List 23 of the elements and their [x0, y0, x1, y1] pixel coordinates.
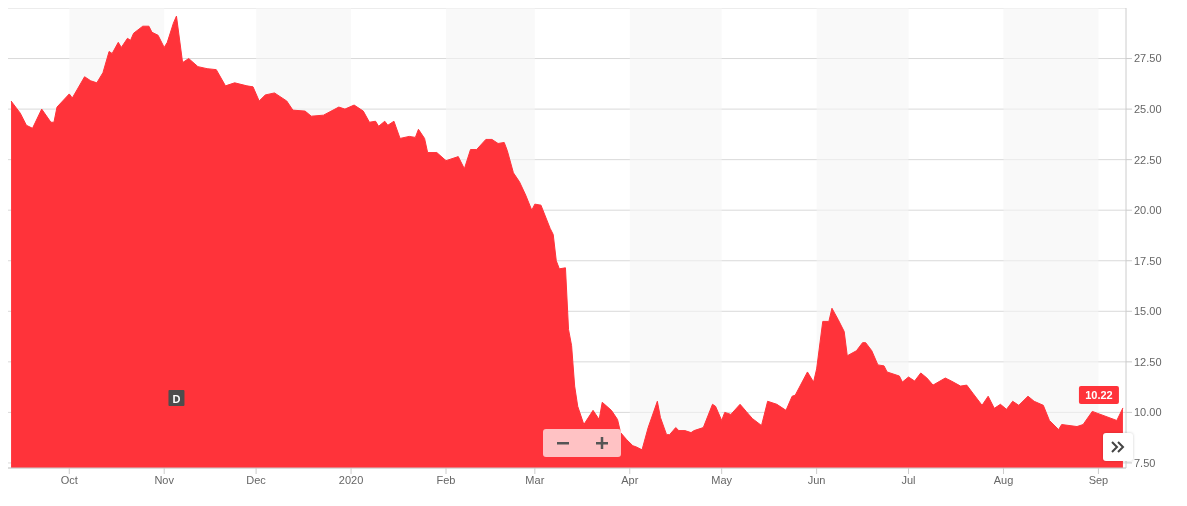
- annotation: D: [172, 393, 181, 405]
- y-tick-label: 7.50: [1134, 456, 1156, 469]
- y-tick-label: 25.00: [1134, 103, 1162, 115]
- x-tick-label: Aug: [993, 473, 1014, 486]
- annotation: 10.22: [1085, 388, 1113, 401]
- x-tick-label: Mar: [525, 473, 545, 486]
- x-tick-label: Apr: [621, 473, 639, 486]
- x-tick-label: 2020: [338, 473, 364, 486]
- y-tick-label: 27.50: [1134, 52, 1162, 65]
- x-tick-label: Feb: [436, 473, 456, 486]
- y-tick-label: 20.00: [1134, 204, 1162, 217]
- y-tick-label: 17.50: [1134, 254, 1162, 267]
- y-tick-label: 12.50: [1134, 355, 1162, 368]
- y-tick-label: 10.00: [1134, 406, 1162, 419]
- x-tick-label: Nov: [154, 473, 175, 486]
- y-tick-label: 22.50: [1134, 153, 1162, 166]
- x-tick-label: Sep: [1088, 473, 1109, 486]
- x-tick-label: Oct: [60, 473, 78, 486]
- y-tick-label: 15.00: [1134, 305, 1162, 318]
- x-tick-label: Jun: [807, 473, 826, 486]
- x-tick-label: May: [711, 473, 733, 486]
- x-tick-label: Dec: [246, 473, 267, 486]
- x-tick-label: Jul: [901, 473, 916, 486]
